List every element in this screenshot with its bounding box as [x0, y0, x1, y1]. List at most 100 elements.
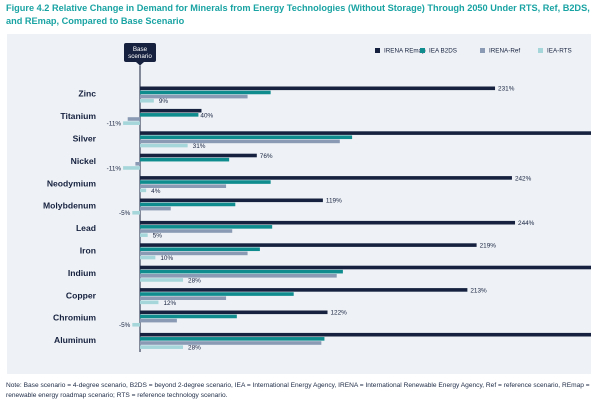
- bar-irena-ref-iron: [140, 251, 248, 256]
- bar-iea-rts-silver: [140, 143, 188, 148]
- category-label-lead: Lead: [76, 223, 96, 233]
- data-label-irena-remap-nickel: 76%: [260, 153, 273, 160]
- bar-iea-rts-chromium: [132, 322, 140, 327]
- baseline-label-box: [124, 43, 156, 62]
- data-label-irena-remap-chromium: 122%: [331, 310, 348, 317]
- bar-irena-remap-titanium: [140, 108, 202, 113]
- bar-iea-b2ds-copper: [140, 292, 294, 296]
- bar-irena-ref-indium: [140, 274, 337, 278]
- legend-label-iea-b2ds: IEA B2DS: [429, 48, 457, 55]
- data-label-iea-rts-copper: 12%: [163, 300, 176, 307]
- bar-iea-b2ds-zinc: [140, 90, 271, 95]
- bar-iea-b2ds-iron: [140, 247, 260, 252]
- data-label-iea-rts-lead: 5%: [153, 233, 163, 240]
- bar-iea-b2ds-silver: [140, 135, 353, 140]
- baseline-pointer: [136, 62, 144, 66]
- legend-label-iea-rts: IEA-RTS: [547, 48, 572, 55]
- bar-iea-rts-aluminum: [140, 345, 184, 349]
- data-label-iea-rts-nickel: -11%: [107, 165, 122, 172]
- bar-irena-ref-chromium: [140, 318, 177, 323]
- category-label-iron: Iron: [80, 246, 96, 256]
- baseline-label: Base scenario: [128, 46, 152, 60]
- bar-irena-ref-aluminum: [140, 341, 322, 345]
- footnote: Note: Base scenario = 4-degree scenario,…: [6, 382, 590, 399]
- data-label-irena-remap-molybdenum: 119%: [326, 198, 342, 205]
- data-label-iea-rts-titanium: -11%: [107, 121, 122, 128]
- bar-irena-ref-titanium: [127, 117, 140, 121]
- bar-iea-rts-molybdenum: [132, 210, 140, 215]
- category-label-molybdenum: Molybdenum: [43, 201, 96, 211]
- data-label-irena-remap-neodymium: 242%: [515, 175, 532, 182]
- data-label-iea-rts-indium: 28%: [188, 277, 201, 284]
- bar-iea-rts-neodymium: [140, 188, 147, 193]
- category-label-titanium: Titanium: [60, 111, 96, 121]
- legend-swatch-irena-remap: [375, 48, 380, 53]
- legend-swatch-iea-rts: [538, 48, 543, 53]
- bar-iea-rts-lead: [140, 233, 148, 237]
- bar-irena-remap-iron: [140, 243, 477, 247]
- data-labels: 231%9%40%-11%350%31%76%-11%242%4%119%-5%…: [107, 86, 535, 352]
- bar-irena-remap-silver: [140, 131, 591, 135]
- bar-iea-rts-copper: [140, 300, 159, 305]
- bar-iea-b2ds-nickel: [140, 157, 230, 162]
- data-label-iea-rts-iron: 10%: [160, 255, 173, 262]
- bar-irena-ref-nickel: [135, 162, 140, 166]
- bar-irena-remap-molybdenum: [140, 198, 323, 203]
- category-label-zinc: Zinc: [78, 89, 96, 99]
- data-label-irena-remap-zinc: 231%: [498, 86, 515, 93]
- chart-panel: Base scenario Zinc Titanium Silver Nickel Neo…: [7, 34, 591, 374]
- category-label-neodymium: Neodymium: [47, 178, 97, 188]
- data-label-iea-rts-chromium: -5%: [119, 322, 131, 329]
- data-label-iea-rts-aluminum: 28%: [188, 345, 201, 352]
- bar-iea-rts-iron: [140, 255, 156, 260]
- bar-irena-remap-aluminum: [140, 332, 591, 337]
- bar-irena-remap-zinc: [140, 86, 496, 91]
- bar-irena-remap-copper: [140, 288, 468, 292]
- bar-iea-b2ds-chromium: [140, 314, 237, 319]
- bar-iea-b2ds-neodymium: [140, 180, 271, 184]
- bar-irena-ref-silver: [140, 139, 340, 144]
- category-label-silver: Silver: [73, 134, 97, 144]
- bars: [123, 86, 591, 349]
- bar-iea-b2ds-lead: [140, 225, 273, 229]
- data-label-iea-rts-molybdenum: -5%: [119, 210, 131, 217]
- bar-iea-b2ds-aluminum: [140, 337, 325, 341]
- bar-irena-remap-nickel: [140, 153, 257, 158]
- legend-label-irena-ref: IRENA-Ref: [489, 48, 520, 55]
- figure-title: Figure 4.2 Relative Change in Demand for…: [6, 3, 590, 26]
- category-label-aluminum: Aluminum: [54, 335, 96, 345]
- category-labels: Zinc Titanium Silver Nickel Neodymium Molybde…: [43, 89, 97, 345]
- data-label-iea-rts-zinc: 9%: [159, 98, 169, 105]
- category-label-nickel: Nickel: [71, 156, 96, 166]
- legend-swatch-iea-b2ds: [420, 48, 425, 53]
- data-label-iea-rts-silver: 31%: [193, 143, 206, 150]
- legend-swatch-irena-ref: [480, 48, 485, 53]
- data-label-iea-rts-neodymium: 4%: [151, 188, 161, 195]
- legend: IRENA REmap IEA B2DS IRENA-Ref IEA-RTS: [375, 48, 572, 55]
- bar-irena-remap-lead: [140, 220, 516, 225]
- category-label-chromium: Chromium: [53, 313, 96, 323]
- bar-iea-rts-indium: [140, 278, 184, 282]
- bar-irena-remap-indium: [140, 265, 591, 270]
- bar-iea-rts-zinc: [140, 98, 154, 103]
- bar-irena-remap-chromium: [140, 310, 328, 315]
- data-label-irena-remap-copper: 213%: [470, 287, 487, 294]
- bar-iea-b2ds-indium: [140, 269, 343, 274]
- bar-iea-b2ds-titanium: [140, 113, 199, 117]
- bar-irena-remap-neodymium: [140, 176, 512, 180]
- category-label-copper: Copper: [66, 290, 97, 300]
- data-label-irena-remap-lead: 244%: [518, 220, 535, 227]
- bar-iea-rts-titanium: [123, 121, 140, 125]
- category-label-indium: Indium: [68, 268, 97, 278]
- bar-iea-rts-nickel: [123, 166, 140, 170]
- data-label-iea-b2ds-titanium: 40%: [200, 112, 213, 119]
- bar-irena-ref-neodymium: [140, 184, 227, 188]
- bar-irena-ref-lead: [140, 229, 233, 233]
- bar-irena-ref-zinc: [140, 94, 248, 99]
- bar-irena-ref-molybdenum: [140, 206, 171, 211]
- bar-iea-b2ds-molybdenum: [140, 202, 236, 207]
- data-label-irena-remap-iron: 219%: [480, 243, 497, 250]
- bar-irena-ref-copper: [140, 296, 227, 300]
- bar-chart: Base scenario Zinc Titanium Silver Nickel Neo…: [43, 43, 591, 352]
- legend-label-irena-remap: IRENA REmap: [384, 48, 426, 55]
